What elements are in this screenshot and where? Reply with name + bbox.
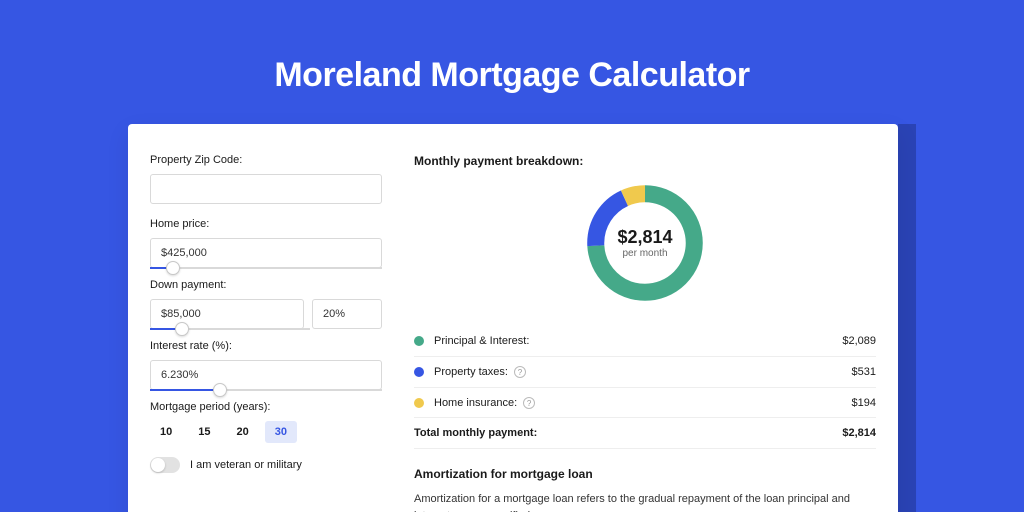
zip-label: Property Zip Code: bbox=[150, 154, 382, 166]
legend-value: $2,089 bbox=[842, 335, 876, 347]
down-payment-label: Down payment: bbox=[150, 279, 382, 291]
breakdown-heading: Monthly payment breakdown: bbox=[414, 154, 876, 168]
mortgage-period-label: Mortgage period (years): bbox=[150, 401, 382, 413]
donut-amount: $2,814 bbox=[617, 227, 672, 248]
legend-dot bbox=[414, 398, 424, 408]
veteran-row: I am veteran or military bbox=[150, 457, 382, 473]
mortgage-period-field: Mortgage period (years): 10 15 20 30 bbox=[150, 401, 382, 443]
total-value: $2,814 bbox=[842, 427, 876, 439]
period-option-15[interactable]: 15 bbox=[188, 421, 220, 443]
veteran-label: I am veteran or military bbox=[190, 459, 302, 471]
period-option-20[interactable]: 20 bbox=[227, 421, 259, 443]
zip-field: Property Zip Code: bbox=[150, 154, 382, 204]
inputs-column: Property Zip Code: Home price: Down paym… bbox=[150, 154, 398, 512]
info-icon[interactable]: ? bbox=[514, 366, 526, 378]
veteran-toggle[interactable] bbox=[150, 457, 180, 473]
calculator-card: Property Zip Code: Home price: Down paym… bbox=[128, 124, 898, 512]
period-option-30[interactable]: 30 bbox=[265, 421, 297, 443]
period-option-10[interactable]: 10 bbox=[150, 421, 182, 443]
amortization-heading: Amortization for mortgage loan bbox=[414, 467, 876, 481]
legend-label: Principal & Interest: bbox=[434, 335, 842, 347]
interest-rate-slider[interactable] bbox=[150, 389, 382, 391]
donut-chart-wrap: $2,814 per month bbox=[414, 178, 876, 308]
interest-rate-input[interactable] bbox=[150, 360, 382, 390]
home-price-slider-thumb[interactable] bbox=[166, 261, 180, 275]
legend-value: $531 bbox=[852, 366, 876, 378]
info-icon[interactable]: ? bbox=[523, 397, 535, 409]
legend-value: $194 bbox=[852, 397, 876, 409]
down-payment-amount-input[interactable] bbox=[150, 299, 304, 329]
amortization-text: Amortization for a mortgage loan refers … bbox=[414, 491, 876, 512]
breakdown-column: Monthly payment breakdown: $2,814 per mo… bbox=[398, 154, 876, 512]
legend: Principal & Interest:$2,089Property taxe… bbox=[414, 326, 876, 418]
zip-input[interactable] bbox=[150, 174, 382, 204]
donut-chart: $2,814 per month bbox=[580, 178, 710, 308]
legend-label: Property taxes:? bbox=[434, 366, 852, 378]
interest-rate-slider-thumb[interactable] bbox=[213, 383, 227, 397]
legend-label: Home insurance:? bbox=[434, 397, 852, 409]
interest-rate-field: Interest rate (%): bbox=[150, 340, 382, 391]
home-price-slider[interactable] bbox=[150, 267, 382, 269]
total-row: Total monthly payment: $2,814 bbox=[414, 417, 876, 449]
down-payment-slider[interactable] bbox=[150, 328, 310, 330]
legend-dot bbox=[414, 367, 424, 377]
legend-row-tax: Property taxes:?$531 bbox=[414, 357, 876, 388]
interest-rate-label: Interest rate (%): bbox=[150, 340, 382, 352]
home-price-field: Home price: bbox=[150, 218, 382, 269]
down-payment-percent-input[interactable] bbox=[312, 299, 382, 329]
card-shadow bbox=[898, 124, 916, 512]
home-price-label: Home price: bbox=[150, 218, 382, 230]
total-label: Total monthly payment: bbox=[414, 427, 842, 439]
down-payment-slider-thumb[interactable] bbox=[175, 322, 189, 336]
legend-dot bbox=[414, 336, 424, 346]
veteran-toggle-knob bbox=[151, 458, 165, 472]
donut-sub: per month bbox=[622, 248, 667, 259]
page-title: Moreland Mortgage Calculator bbox=[0, 0, 1024, 95]
legend-row-pi: Principal & Interest:$2,089 bbox=[414, 326, 876, 357]
home-price-input[interactable] bbox=[150, 238, 382, 268]
down-payment-field: Down payment: bbox=[150, 279, 382, 330]
legend-row-ins: Home insurance:?$194 bbox=[414, 388, 876, 418]
